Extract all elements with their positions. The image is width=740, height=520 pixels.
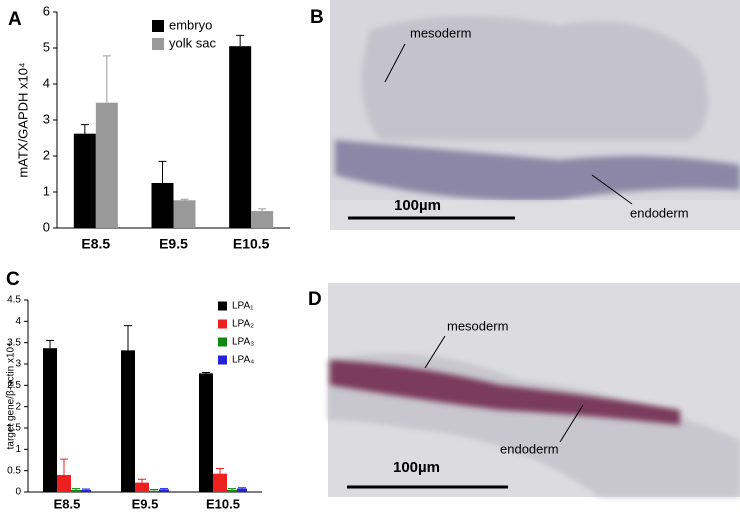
error-bar (80, 124, 89, 134)
y-tick-label: 3.5 (7, 337, 21, 348)
bar (151, 183, 174, 228)
legend-swatch (218, 301, 227, 311)
y-tick-label: 1.5 (7, 423, 21, 434)
error-bar (102, 55, 111, 103)
panel-label: D (308, 289, 322, 310)
legend-swatch (152, 38, 164, 50)
x-tick-label: E8.5 (81, 236, 110, 252)
bar (149, 490, 159, 492)
y-tick-label: 4.5 (7, 295, 21, 306)
bar (237, 488, 247, 492)
panel-label: B (310, 7, 324, 28)
legend-label: embryo (169, 17, 212, 32)
micrograph-b: B mesoderm endoderm 100µm (310, 0, 740, 230)
y-tick-label: 4 (15, 316, 21, 327)
scale-label: 100µm (394, 197, 441, 214)
annotation: mesoderm (447, 318, 508, 333)
x-tick-label: E10.5 (206, 496, 240, 511)
bar (57, 474, 71, 492)
legend-label: LPA₂ (232, 319, 254, 330)
y-axis-label: target gene/β-actin x10⁴ (6, 343, 17, 450)
leader-line (591, 174, 633, 205)
y-tick-label: 2 (15, 401, 21, 412)
y-tick-label: 1 (43, 183, 50, 198)
error-bar (228, 488, 236, 490)
error-bar (236, 34, 245, 47)
bar (135, 482, 149, 492)
bar (159, 489, 169, 492)
error-bar (138, 478, 146, 483)
y-tick-label: 0 (15, 487, 21, 498)
annotation: endoderm (630, 205, 689, 220)
x-tick-label: E10.5 (233, 236, 270, 252)
error-bar (158, 160, 167, 183)
y-tick-label: 6 (43, 3, 50, 18)
x-tick-label: E9.5 (132, 496, 159, 511)
legend-swatch (152, 20, 164, 32)
y-tick-label: 0 (43, 219, 50, 234)
bar (121, 350, 135, 492)
y-tick-label: 5 (43, 39, 50, 54)
bar (71, 489, 81, 492)
bar (251, 211, 274, 228)
error-bar (216, 468, 224, 474)
bar (43, 348, 57, 492)
y-tick-label: 3 (43, 111, 50, 126)
scale-label: 100µm (393, 459, 440, 476)
legend-swatch (218, 337, 227, 347)
error-bar (258, 208, 267, 212)
error-bar (72, 488, 80, 490)
bar (173, 200, 196, 228)
bar (81, 489, 91, 492)
legend-label: yolk sac (169, 35, 216, 50)
error-bar (160, 488, 168, 490)
leader-line (559, 404, 584, 443)
panel-label: A (8, 9, 22, 30)
bar (227, 489, 237, 492)
y-tick-label: 0.5 (7, 465, 21, 476)
legend-swatch (218, 319, 227, 329)
y-tick-label: 3 (15, 359, 21, 370)
error-bar (124, 325, 132, 351)
bar (73, 133, 96, 228)
legend-label: LPA₄ (232, 355, 254, 366)
error-bar (180, 198, 189, 201)
bar (95, 102, 118, 228)
y-tick-label: 2 (43, 147, 50, 162)
legend-label: LPA₁ (232, 301, 254, 312)
leader-line (384, 43, 406, 83)
y-tick-label: 1 (15, 444, 21, 455)
error-bar (202, 372, 210, 374)
error-bar (150, 488, 158, 491)
y-tick-label: 2.5 (7, 380, 21, 391)
error-bar (60, 458, 68, 475)
x-tick-label: E8.5 (54, 496, 81, 511)
annotation: mesoderm (410, 25, 471, 40)
y-axis-label: mATX/GAPDH x10⁴ (15, 62, 30, 177)
x-tick-label: E9.5 (159, 236, 188, 252)
micrograph-d: D mesoderm endoderm 100µm (308, 283, 740, 497)
error-bar (238, 487, 246, 489)
legend-label: LPA₃ (232, 337, 254, 348)
legend-swatch (218, 355, 227, 365)
panel-label: C (6, 269, 20, 290)
bar (213, 473, 227, 492)
y-tick-label: 4 (43, 75, 50, 90)
error-bar (46, 340, 54, 349)
error-bar (82, 488, 90, 490)
annotation: endoderm (500, 441, 559, 456)
bar (199, 373, 213, 492)
leader-line (424, 335, 446, 369)
bar (229, 46, 252, 229)
